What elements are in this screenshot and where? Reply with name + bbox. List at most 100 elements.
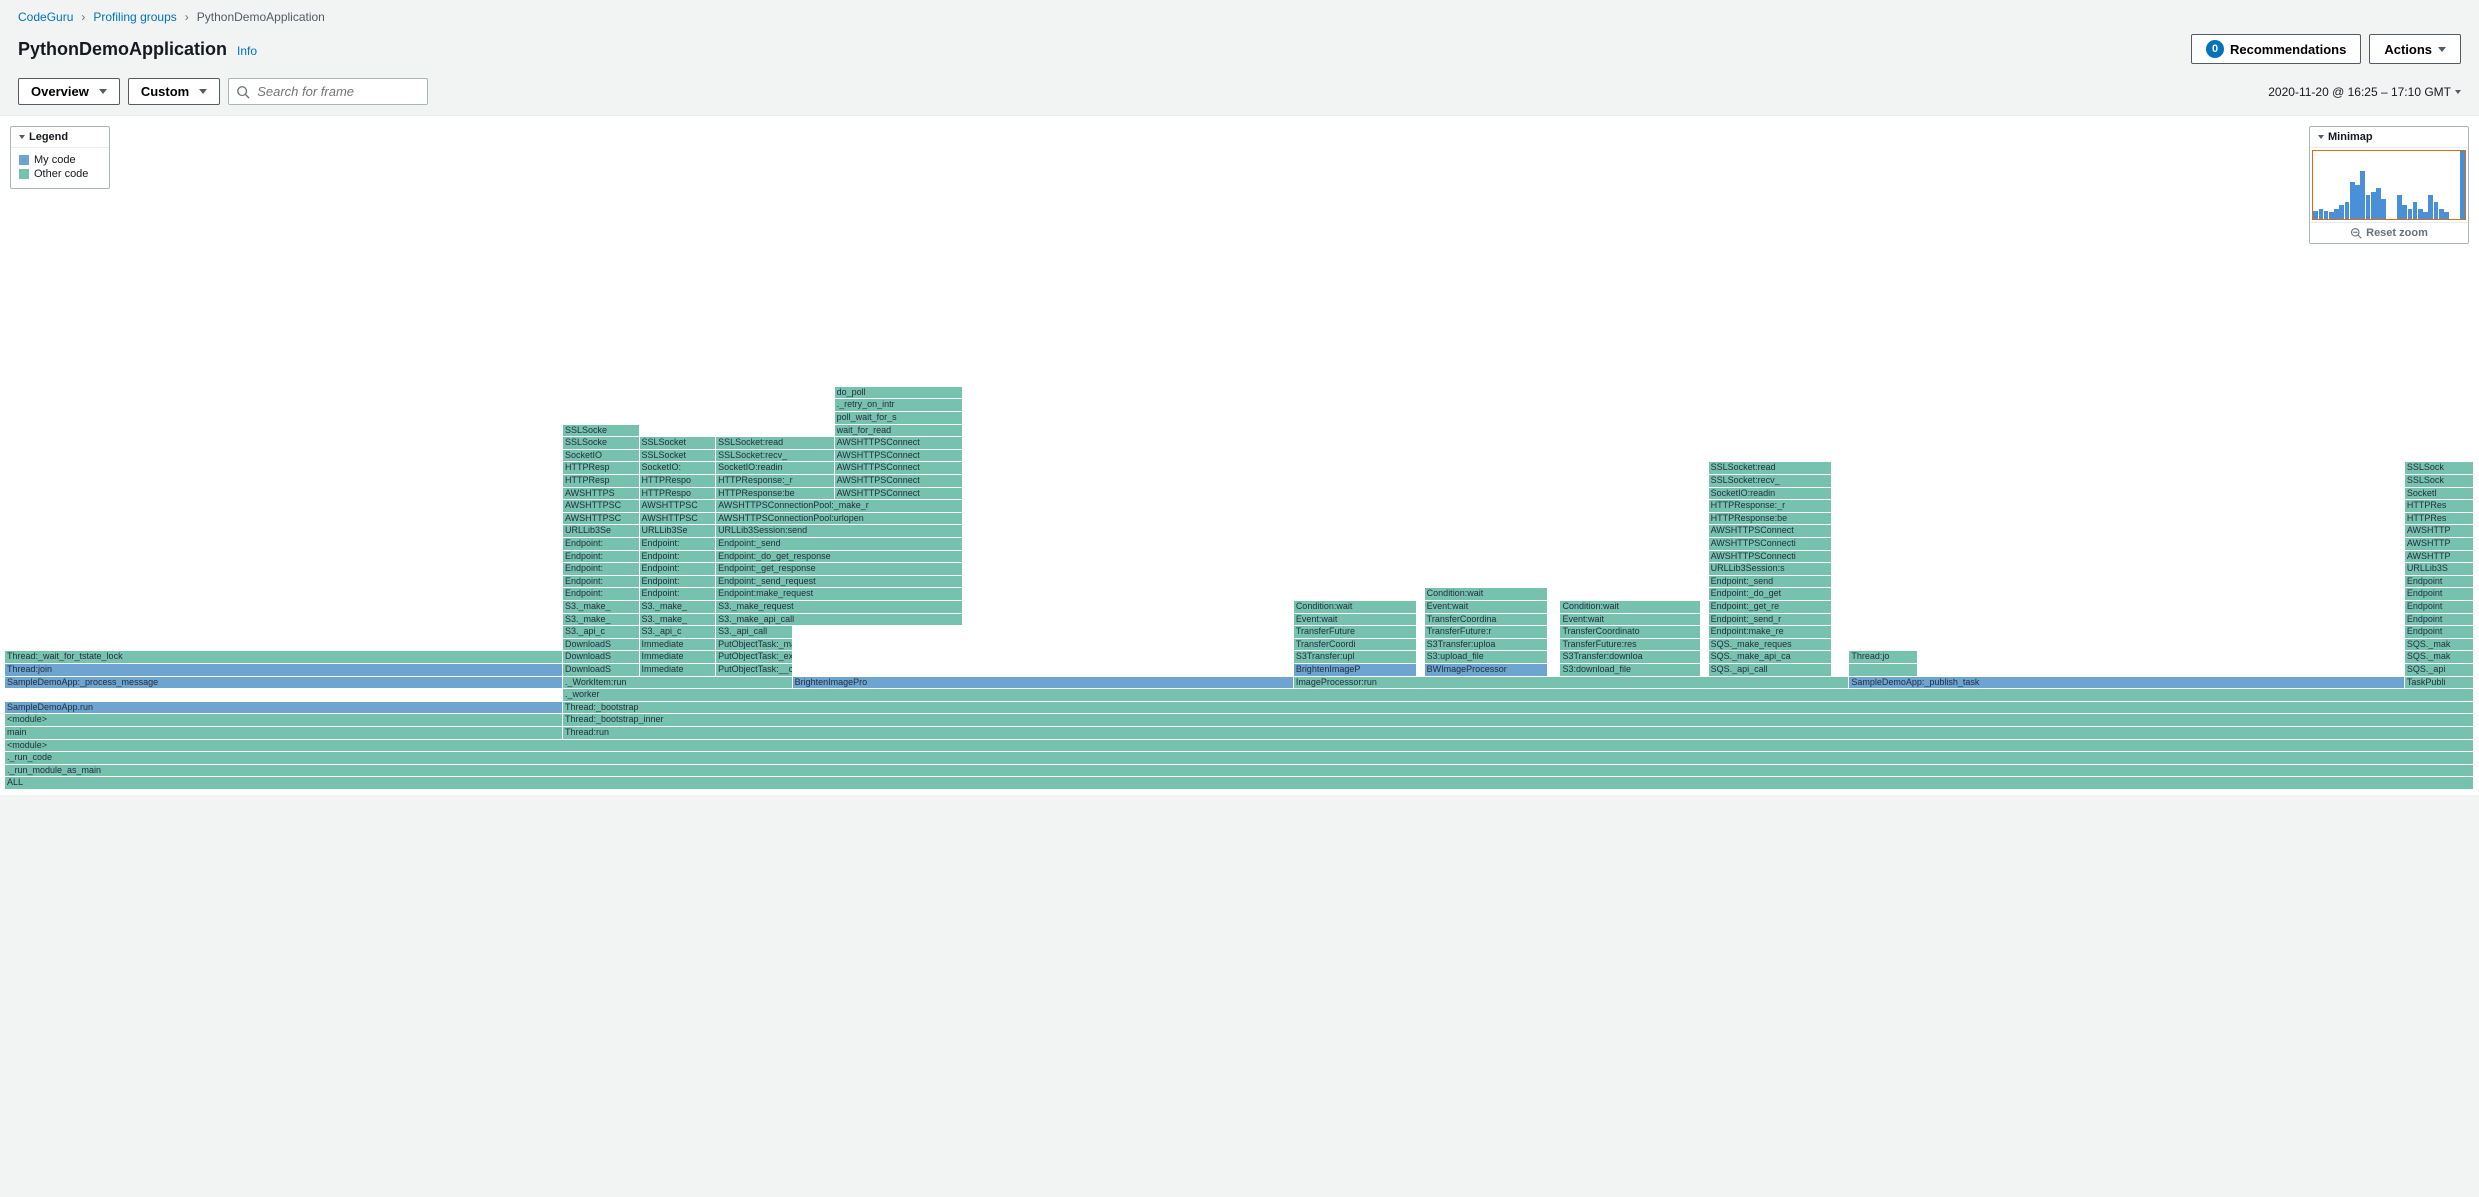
flame-cell[interactable]: Thread:jo (1849, 651, 1918, 663)
flame-cell[interactable]: S3Transfer:downloa (1560, 651, 1701, 663)
flame-cell[interactable]: Thread:join (5, 664, 563, 676)
flame-cell[interactable]: Immediate (640, 664, 717, 676)
flame-cell[interactable]: Endpoint: (640, 576, 717, 588)
flame-cell[interactable]: ImageProcessor:run (1294, 677, 1850, 689)
flame-cell[interactable]: SampleDemoApp:_process_message (5, 677, 563, 689)
flame-cell[interactable]: SocketIO:readin (716, 462, 835, 474)
flame-cell[interactable]: TransferFuture:r (1425, 626, 1548, 638)
flame-cell[interactable]: Endpoint:_send_request (716, 576, 963, 588)
flame-cell[interactable]: Endpoint: (640, 551, 717, 563)
flame-cell[interactable]: do_poll (835, 387, 963, 399)
flame-cell[interactable]: SQS._make_api_ca (1709, 651, 1832, 663)
flame-cell[interactable]: AWSHTTPS (563, 488, 640, 500)
flame-cell[interactable]: SSLSocket (640, 437, 717, 449)
flame-cell[interactable]: Endpoint: (640, 588, 717, 600)
flame-cell[interactable]: HTTPResponse:_r (716, 475, 835, 487)
flame-cell[interactable]: Endpoint:_send (716, 538, 963, 550)
flame-cell[interactable]: PutObjectTask:__call__ (716, 664, 793, 676)
flame-cell[interactable]: Condition:wait (1560, 601, 1701, 613)
flame-cell[interactable]: AWSHTTPSConnect (835, 450, 963, 462)
flame-cell[interactable]: AWSHTTPSConnectionPool:_make_r (716, 500, 963, 512)
flame-cell[interactable]: AWSHTTPSConnect (835, 437, 963, 449)
flame-cell[interactable]: SSLSock (2405, 475, 2474, 487)
search-input[interactable] (228, 78, 428, 105)
flame-cell[interactable]: SSLSocket:recv_ (1709, 475, 1832, 487)
flame-cell[interactable]: SSLSocke (563, 425, 640, 437)
flame-cell[interactable]: SampleDemoApp.run (5, 702, 563, 714)
flame-cell[interactable]: ALL (5, 777, 2474, 789)
minimap-header[interactable]: Minimap (2310, 127, 2468, 148)
flame-cell[interactable] (1849, 664, 1918, 676)
flame-cell[interactable]: SSLSock (2405, 462, 2474, 474)
flame-cell[interactable]: HTTPRespo (640, 488, 717, 500)
flame-cell[interactable]: S3._api_call (716, 626, 793, 638)
flame-cell[interactable]: HTTPRespo (640, 475, 717, 487)
flame-cell[interactable]: HTTPResponse:be (716, 488, 835, 500)
flame-cell[interactable]: Endpoint (2405, 614, 2474, 626)
flame-cell[interactable]: Endpoint (2405, 588, 2474, 600)
flame-cell[interactable]: PutObjectTask:_execute_main (716, 651, 793, 663)
flame-cell[interactable]: S3._make_ (640, 614, 717, 626)
flame-cell[interactable]: ._run_module_as_main (5, 765, 2474, 777)
flame-cell[interactable]: TransferCoordina (1425, 614, 1548, 626)
flame-cell[interactable]: Endpoint:_send_r (1709, 614, 1832, 626)
flame-cell[interactable]: SampleDemoApp:_publish_task (1849, 677, 2405, 689)
flame-cell[interactable]: SQS._mak (2405, 651, 2474, 663)
flame-cell[interactable]: Endpoint: (563, 551, 640, 563)
flame-cell[interactable]: Endpoint: (640, 563, 717, 575)
flame-cell[interactable]: Event:wait (1425, 601, 1548, 613)
flame-cell[interactable]: Endpoint: (563, 538, 640, 550)
time-range-picker[interactable]: 2020-11-20 @ 16:25 – 17:10 GMT (2268, 85, 2461, 99)
flame-cell[interactable]: Endpoint:_do_get (1709, 588, 1832, 600)
flame-cell[interactable]: Event:wait (1560, 614, 1701, 626)
flame-cell[interactable]: Thread:_wait_for_tstate_lock (5, 651, 563, 663)
breadcrumb-l2[interactable]: Profiling groups (93, 10, 176, 24)
flame-cell[interactable]: DownloadS (563, 664, 640, 676)
flame-cell[interactable]: PutObjectTask:_main (716, 639, 793, 651)
flame-cell[interactable]: Endpoint: (563, 563, 640, 575)
flame-cell[interactable]: SocketIO: (640, 462, 717, 474)
flame-cell[interactable]: AWSHTTPSC (640, 513, 717, 525)
overview-select[interactable]: Overview (18, 78, 120, 105)
flame-cell[interactable]: SQS._make_reques (1709, 639, 1832, 651)
flame-cell[interactable]: URLLib3Se (640, 525, 717, 537)
flame-cell[interactable]: Event:wait (1294, 614, 1417, 626)
flame-cell[interactable]: Thread:run (563, 727, 2474, 739)
legend-header[interactable]: Legend (11, 127, 109, 148)
flame-cell[interactable]: S3Transfer:uploa (1425, 639, 1548, 651)
flame-cell[interactable]: SSLSocke (563, 437, 640, 449)
flame-cell[interactable]: AWSHTTPSC (640, 500, 717, 512)
flame-cell[interactable]: SQS._api_call (1709, 664, 1832, 676)
flame-cell[interactable]: SSLSocket:read (1709, 462, 1832, 474)
flame-cell[interactable]: <module> (5, 740, 2474, 752)
flame-cell[interactable]: S3._make_api_call (716, 614, 963, 626)
flame-cell[interactable]: S3._make_ (563, 614, 640, 626)
flame-cell[interactable]: URLLib3Session:send (716, 525, 963, 537)
flame-cell[interactable]: SSLSocket:recv_ (716, 450, 835, 462)
flame-cell[interactable]: AWSHTTP (2405, 538, 2474, 550)
flame-cell[interactable]: TransferCoordi (1294, 639, 1417, 651)
flame-cell[interactable]: SSLSocket (640, 450, 717, 462)
custom-select[interactable]: Custom (128, 78, 220, 105)
flame-cell[interactable]: Endpoint (2405, 626, 2474, 638)
flame-cell[interactable]: AWSHTTPSConnect (1709, 525, 1832, 537)
recommendations-button[interactable]: 0 Recommendations (2191, 34, 2361, 64)
flame-cell[interactable]: Endpoint (2405, 601, 2474, 613)
flame-cell[interactable]: <module> (5, 714, 563, 726)
flame-cell[interactable]: wait_for_read (835, 425, 963, 437)
flame-cell[interactable]: AWSHTTPSConnect (835, 488, 963, 500)
flame-cell[interactable]: Endpoint:make_re (1709, 626, 1832, 638)
flame-cell[interactable]: AWSHTTP (2405, 551, 2474, 563)
flame-cell[interactable]: Condition:wait (1294, 601, 1417, 613)
flame-cell[interactable]: Immediate (640, 651, 717, 663)
flame-cell[interactable]: SocketIO:readin (1709, 488, 1832, 500)
reset-zoom-button[interactable]: Reset zoom (2310, 222, 2468, 243)
flame-cell[interactable]: S3._make_ (563, 601, 640, 613)
flame-cell[interactable]: SSLSocket:read (716, 437, 835, 449)
flame-cell[interactable]: Endpoint: (640, 538, 717, 550)
flame-cell[interactable]: SQS._api (2405, 664, 2474, 676)
minimap-chart[interactable] (2312, 150, 2466, 220)
flame-cell[interactable]: AWSHTTPSConnecti (1709, 538, 1832, 550)
flame-cell[interactable]: TransferFuture:res (1560, 639, 1701, 651)
flame-cell[interactable]: S3:upload_file (1425, 651, 1548, 663)
